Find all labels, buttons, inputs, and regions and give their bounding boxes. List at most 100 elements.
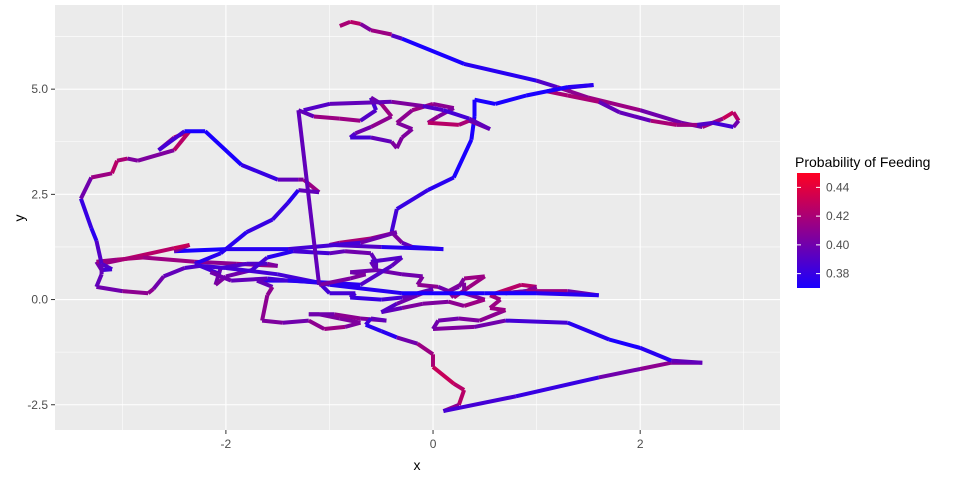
- path-segment: [639, 346, 672, 363]
- path-segment: [671, 358, 703, 365]
- path-segment: [712, 120, 734, 129]
- path-segment: [458, 118, 471, 127]
- path-segment: [146, 287, 155, 295]
- path-segment: [451, 138, 474, 179]
- path-segment: [401, 301, 424, 310]
- path-segment: [457, 389, 466, 406]
- path-segment: [380, 302, 398, 314]
- path-segment: [303, 101, 330, 113]
- path-segment: [293, 249, 330, 256]
- path-segment: [344, 249, 372, 256]
- path-segment: [437, 316, 460, 323]
- path-segment: [354, 125, 372, 136]
- path-segment: [256, 278, 274, 289]
- y-axis: -2.5 0.0 2.5 5.0: [27, 82, 55, 412]
- path-segment: [395, 108, 414, 125]
- path-segment: [349, 19, 361, 26]
- path-segment: [391, 99, 423, 108]
- path-segment: [137, 148, 175, 163]
- path-segment: [618, 110, 652, 123]
- path-segment: [442, 394, 517, 414]
- path-segment: [260, 294, 270, 322]
- path-segment: [230, 276, 268, 283]
- path-segment: [151, 275, 166, 291]
- path-segment: [370, 316, 387, 323]
- path-segment: [245, 217, 274, 234]
- legend-tick-label: 0.42: [826, 209, 850, 223]
- path-segment: [567, 83, 594, 90]
- path-segment: [422, 104, 444, 113]
- y-axis-title: y: [11, 215, 27, 222]
- legend-tick-label: 0.44: [826, 180, 850, 194]
- path-segment: [721, 110, 735, 121]
- legend-ticks: 0.38 0.40 0.42 0.44: [797, 180, 850, 281]
- path-segment: [339, 19, 351, 28]
- path-segment: [448, 299, 465, 308]
- path-segment: [370, 135, 393, 144]
- path-segment: [219, 230, 248, 255]
- legend-title: Probability of Feeding: [795, 154, 930, 170]
- path-segment: [432, 101, 455, 111]
- path-segment: [515, 375, 600, 399]
- path-segment: [442, 108, 470, 121]
- path-segment: [401, 36, 465, 66]
- path-segment: [349, 272, 367, 281]
- x-axis-title: x: [414, 457, 421, 473]
- path-segment: [116, 255, 144, 262]
- path-segment: [390, 33, 403, 41]
- path-segment: [432, 324, 475, 331]
- path-segment: [452, 381, 466, 392]
- path-segment: [194, 251, 222, 266]
- legend-colorbar: [797, 173, 820, 288]
- path-segment: [116, 156, 128, 163]
- path-segment: [339, 116, 361, 123]
- path-segment: [431, 365, 456, 386]
- path-segment: [174, 247, 226, 254]
- path-segment: [296, 109, 322, 286]
- path-segment: [203, 129, 243, 167]
- path-segment: [329, 249, 346, 256]
- path-segment: [369, 114, 393, 129]
- path-segment: [79, 176, 94, 200]
- path-segment: [380, 329, 398, 340]
- path-segment: [458, 316, 480, 323]
- path-segment: [379, 102, 394, 118]
- path-segment: [287, 240, 361, 252]
- path-segment: [478, 308, 507, 323]
- path-segment: [79, 197, 94, 229]
- path-segment: [370, 255, 403, 264]
- path-segment: [96, 284, 123, 294]
- path-segment: [90, 171, 113, 180]
- path-segment: [494, 93, 527, 106]
- path-segment: [307, 318, 326, 331]
- path-segment: [597, 100, 621, 115]
- path-segment: [266, 249, 294, 260]
- path-segment: [468, 274, 486, 289]
- path-segment: [427, 120, 460, 127]
- legend-tick-label: 0.38: [826, 267, 850, 281]
- path-segment: [437, 285, 450, 293]
- path-segment: [94, 240, 104, 265]
- path-segment: [127, 156, 139, 163]
- path-segment: [395, 188, 429, 211]
- path-segment: [566, 320, 610, 342]
- path-segment: [389, 208, 399, 233]
- x-tick-label: 2: [637, 437, 644, 451]
- path-segment: [416, 342, 435, 356]
- path-segment: [324, 324, 346, 331]
- legend-tick-label: 0.40: [826, 238, 850, 252]
- path-segment: [463, 61, 538, 83]
- path-segment: [282, 318, 309, 325]
- path-segment: [265, 285, 275, 297]
- path-segment: [122, 289, 149, 296]
- path-segment: [225, 266, 278, 277]
- path-segment: [329, 282, 403, 296]
- path-segment: [381, 245, 444, 252]
- path-segment: [474, 318, 506, 329]
- path-segment: [417, 282, 439, 289]
- path-segment: [209, 270, 232, 283]
- path-segment: [468, 116, 491, 131]
- path-segment: [297, 108, 315, 119]
- path-segment: [639, 360, 672, 371]
